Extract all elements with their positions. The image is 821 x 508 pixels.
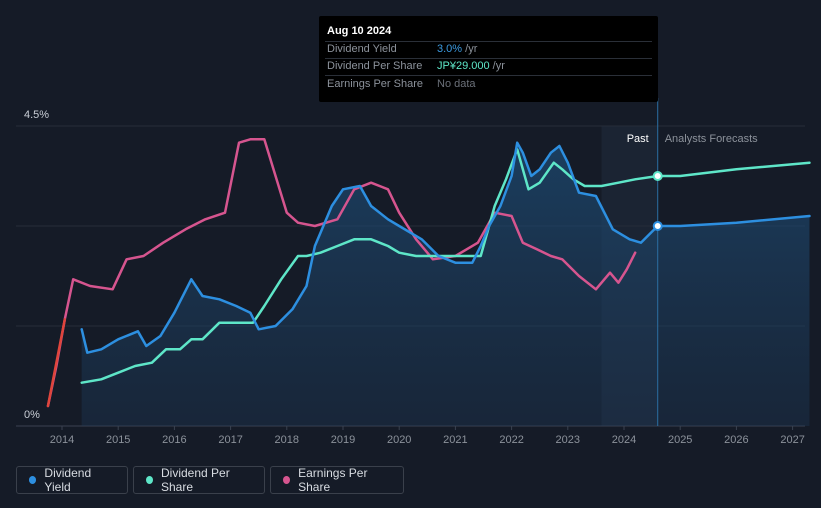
x-tick-label: 2023 bbox=[556, 434, 580, 446]
series-lines bbox=[46, 138, 811, 408]
legend-earnings-per-share[interactable]: Earnings Per Share bbox=[270, 466, 404, 494]
tooltip-separator bbox=[325, 58, 652, 59]
x-tick-label: 2026 bbox=[724, 434, 748, 446]
x-tick-label: 2020 bbox=[387, 434, 411, 446]
legend-dot-icon bbox=[29, 476, 37, 484]
tooltip: Aug 10 2024 Dividend Yield 3.0% /yr Divi… bbox=[319, 16, 658, 102]
forecast-label: Analysts Forecasts bbox=[665, 133, 758, 145]
y-axis: 4.5% 0% bbox=[24, 109, 49, 421]
legend-dot-icon bbox=[146, 476, 153, 484]
dividend-yield-area bbox=[81, 142, 810, 426]
x-tick-label: 2018 bbox=[275, 434, 299, 446]
x-tick-label: 2021 bbox=[443, 434, 467, 446]
x-tick-label: 2024 bbox=[612, 434, 636, 446]
tooltip-value-earnings-per-share: No data bbox=[437, 78, 476, 90]
series-line-earnings-per-share bbox=[46, 138, 637, 408]
series-line-dividend-per-share bbox=[80, 148, 811, 384]
y-tick-label-bottom: 0% bbox=[24, 409, 40, 421]
x-axis: 2014 2015 2016 2017 2018 2019 2020 2021 2022 2023… bbox=[50, 426, 805, 446]
tooltip-separator bbox=[325, 75, 652, 76]
x-tick-label: 2016 bbox=[162, 434, 186, 446]
earnings-decline-segment bbox=[46, 318, 67, 408]
tooltip-value-dividend-yield: 3.0% /yr bbox=[437, 43, 478, 55]
past-label: Past bbox=[627, 133, 649, 145]
x-tick-label: 2014 bbox=[50, 434, 74, 446]
marker-dividend-per-share[interactable] bbox=[652, 171, 663, 181]
x-tick-label: 2027 bbox=[780, 434, 804, 446]
x-tick-label: 2017 bbox=[218, 434, 242, 446]
legend-dividend-yield[interactable]: Dividend Yield bbox=[16, 466, 128, 494]
x-tick-label: 2015 bbox=[106, 434, 130, 446]
x-tick-label: 2022 bbox=[499, 434, 523, 446]
y-tick-label-top: 4.5% bbox=[24, 109, 49, 121]
tooltip-row-dividend-per-share: Dividend Per Share bbox=[327, 60, 423, 72]
legend-dot-icon bbox=[283, 476, 291, 484]
legend-dividend-per-share[interactable]: Dividend Per Share bbox=[133, 466, 265, 494]
marker-dividend-yield[interactable] bbox=[652, 221, 663, 231]
x-tick-label: 2025 bbox=[668, 434, 692, 446]
tooltip-separator bbox=[325, 41, 652, 42]
tooltip-row-earnings-per-share: Earnings Per Share bbox=[327, 78, 423, 90]
x-tick-label: 2019 bbox=[331, 434, 355, 446]
series-line-dividend-yield bbox=[80, 141, 811, 354]
tooltip-date: Aug 10 2024 bbox=[327, 25, 392, 37]
tooltip-row-dividend-yield: Dividend Yield bbox=[327, 43, 397, 55]
tooltip-value-dividend-per-share: JP¥29.000 /yr bbox=[437, 60, 505, 72]
